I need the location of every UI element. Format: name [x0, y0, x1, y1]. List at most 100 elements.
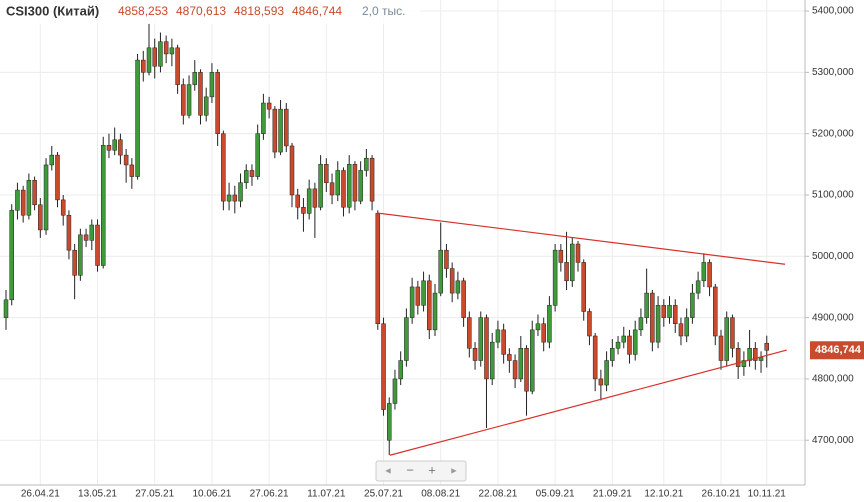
- close-value: 4846,744: [292, 4, 342, 18]
- candle-body: [3, 299, 9, 318]
- candle-body: [352, 164, 358, 202]
- candle-body: [358, 170, 363, 202]
- candle-body: [724, 317, 729, 361]
- candle-body: [289, 145, 295, 196]
- candle-body: [661, 305, 667, 318]
- candle-body: [312, 188, 318, 208]
- candle-body: [684, 317, 689, 337]
- candle-body: [192, 72, 198, 85]
- candle-body: [238, 182, 243, 202]
- candle-body: [764, 342, 770, 351]
- candle-body: [318, 164, 323, 208]
- candle-body: [66, 214, 72, 251]
- candle-body: [232, 194, 238, 202]
- candle-body: [324, 164, 329, 183]
- price-tag: [810, 341, 864, 360]
- candle-body: [261, 102, 266, 134]
- candle-body: [118, 139, 123, 156]
- candle-body: [43, 164, 49, 231]
- candle-body: [158, 41, 163, 67]
- candle-body: [558, 249, 564, 263]
- candle-body: [427, 280, 432, 331]
- candle-body: [529, 329, 535, 392]
- candle-body: [60, 199, 66, 216]
- candle-body: [587, 311, 592, 337]
- x-tick-label: 26.10.21: [702, 489, 741, 500]
- candle-body: [524, 348, 529, 392]
- candle-body: [598, 378, 604, 386]
- candle-body: [38, 204, 43, 231]
- candle-body: [221, 133, 226, 202]
- candle-body: [123, 154, 129, 166]
- candle-body: [301, 206, 306, 214]
- x-tick-label: 21.09.21: [593, 489, 632, 500]
- candle-body: [341, 170, 346, 208]
- candle-body: [747, 348, 752, 361]
- navigation: ◄ − + ►: [375, 460, 467, 482]
- candle-body: [95, 224, 100, 266]
- candle-body: [650, 292, 655, 343]
- candle-body: [610, 348, 615, 361]
- candle-body: [472, 348, 478, 361]
- candle-body: [713, 286, 718, 337]
- candle-body: [186, 84, 192, 116]
- candle-body: [335, 170, 341, 196]
- candle-body: [198, 72, 203, 116]
- volume: 2,0 тыс.: [362, 4, 405, 18]
- candle-body: [15, 189, 20, 211]
- candle-body: [266, 102, 272, 110]
- candle-body: [667, 305, 672, 318]
- candle-body: [461, 280, 466, 318]
- candle-body: [89, 224, 95, 241]
- zoom-out[interactable]: −: [406, 462, 414, 477]
- candle-body: [695, 280, 701, 294]
- low-value: 4818,593: [234, 4, 284, 18]
- y-tick-label: 5100,000: [812, 190, 854, 201]
- candle-body: [753, 348, 758, 361]
- candle-body: [146, 47, 152, 73]
- candle-body: [346, 164, 352, 208]
- candle-body: [467, 317, 472, 349]
- candle-body: [375, 213, 381, 324]
- candle-body: [489, 341, 495, 380]
- nav-right[interactable]: ►: [450, 465, 459, 475]
- candle-body: [421, 280, 426, 306]
- candle-body: [690, 292, 695, 318]
- candle-body: [163, 41, 169, 55]
- candle-body: [169, 47, 175, 55]
- nav-left[interactable]: ◄: [384, 465, 393, 475]
- candle-body: [141, 59, 146, 73]
- candle-body: [72, 249, 77, 276]
- price-tag-label: 4846,744: [815, 344, 862, 356]
- candle-body: [581, 262, 586, 312]
- candle-body: [438, 249, 443, 294]
- instrument-name: CSI300 (Китай): [6, 3, 99, 18]
- x-tick-label: 22.08.21: [478, 489, 517, 500]
- candle-body: [741, 360, 747, 367]
- candle-body: [243, 170, 249, 183]
- candle-body: [226, 194, 232, 202]
- x-tick-label: 27.05.21: [135, 489, 174, 500]
- zoom-in[interactable]: +: [428, 462, 436, 477]
- candle-body: [621, 335, 627, 343]
- candle-body: [564, 262, 569, 282]
- x-tick-label: 27.06.21: [250, 489, 289, 500]
- candle-body: [175, 47, 180, 85]
- candle-body: [278, 108, 283, 153]
- x-tick-label: 13.05.21: [78, 489, 117, 500]
- candle-body: [518, 348, 524, 380]
- candle-body: [615, 341, 621, 349]
- candle-body: [707, 262, 712, 288]
- open-value: 4858,253: [118, 4, 168, 18]
- y-tick-label: 5200,000: [812, 128, 854, 139]
- candle-body: [552, 249, 558, 306]
- candle-body: [398, 360, 403, 380]
- candle-body: [26, 180, 32, 216]
- x-tick-label: 10.11.21: [748, 489, 787, 500]
- trend-line: [377, 212, 786, 265]
- x-tick-label: 12.10.21: [644, 489, 683, 500]
- candle-body: [455, 280, 461, 294]
- candle-body: [484, 317, 489, 380]
- candle-body: [129, 164, 135, 177]
